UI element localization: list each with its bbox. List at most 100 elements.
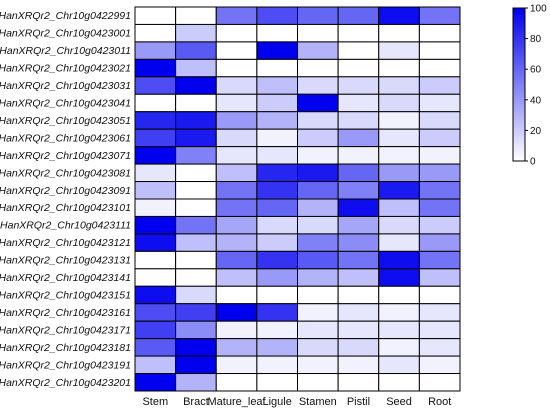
heatmap-cell xyxy=(215,285,258,305)
heatmap-cell xyxy=(256,181,298,200)
heatmap-cell xyxy=(378,163,420,183)
column-label: Stamen xyxy=(299,396,337,408)
heatmap-cell xyxy=(256,338,298,357)
heatmap-cell xyxy=(215,23,258,43)
heatmap-cell xyxy=(337,198,380,217)
column-label: Stem xyxy=(142,396,168,408)
heatmap-cell xyxy=(134,128,177,148)
heatmap-cell xyxy=(378,338,420,357)
heatmap-cell xyxy=(378,41,420,60)
colorbar-tick-label: 20 xyxy=(530,126,542,137)
heatmap-cell xyxy=(378,111,420,130)
heatmap-cell xyxy=(337,146,380,165)
heatmap-cell xyxy=(297,111,339,130)
heatmap-cell xyxy=(337,338,380,357)
heatmap-cell xyxy=(297,93,339,113)
heatmap-cell xyxy=(297,268,339,287)
heatmap-cell xyxy=(134,198,177,217)
heatmap-cell xyxy=(297,198,339,217)
heatmap-cell xyxy=(256,41,298,60)
heatmap-cells xyxy=(134,6,461,392)
heatmap-cell xyxy=(297,320,339,340)
heatmap-cell xyxy=(337,58,380,78)
heatmap-cell xyxy=(297,146,339,165)
heatmap-cell xyxy=(337,303,380,322)
heatmap-cell xyxy=(418,6,461,25)
heatmap-cell xyxy=(297,250,339,270)
heatmap-cell xyxy=(256,6,298,25)
heatmap-cell xyxy=(256,215,298,235)
heatmap-cell xyxy=(134,320,177,340)
row-labels: HanXRQr2_Chr10g0422991 HanXRQr2_Chr10g042… xyxy=(0,10,131,389)
heatmap-cell xyxy=(215,215,258,235)
heatmap-cell xyxy=(134,93,177,113)
heatmap-cell xyxy=(297,338,339,357)
heatmap-cell xyxy=(378,215,420,235)
heatmap-cell xyxy=(215,6,258,25)
heatmap-cell xyxy=(175,303,217,322)
heatmap-cell xyxy=(256,303,298,322)
colorbar-tick-label: 0 xyxy=(530,157,536,168)
colorbar-tick-label: 80 xyxy=(530,34,542,45)
row-label: HanXRQr2_Chr10g0423021 xyxy=(0,63,131,75)
heatmap-cell xyxy=(256,198,298,217)
heatmap-cell xyxy=(378,285,420,305)
heatmap-cell xyxy=(418,41,461,60)
heatmap-cell xyxy=(256,146,298,165)
heatmap-cell xyxy=(418,338,461,357)
heatmap-cell xyxy=(297,76,339,95)
heatmap-cell xyxy=(378,320,420,340)
heatmap-cell xyxy=(337,215,380,235)
heatmap-cell xyxy=(134,146,177,165)
heatmap-cell xyxy=(134,233,177,252)
heatmap-cell xyxy=(134,215,177,235)
heatmap-cell xyxy=(215,58,258,78)
heatmap-cell xyxy=(378,128,420,148)
heatmap-cell xyxy=(418,181,461,200)
row-label: HanXRQr2_Chr10g0423051 xyxy=(0,115,131,127)
heatmap-cell xyxy=(337,250,380,270)
heatmap-cell xyxy=(378,181,420,200)
heatmap-cell xyxy=(378,233,420,252)
heatmap-cell xyxy=(418,93,461,113)
row-label: HanXRQr2_Chr10g0423181 xyxy=(0,342,131,354)
heatmap-cell xyxy=(175,215,217,235)
heatmap-cell xyxy=(175,111,217,130)
heatmap-cell xyxy=(378,373,420,392)
heatmap-cell xyxy=(378,355,420,375)
heatmap-cell xyxy=(378,268,420,287)
heatmap-cell xyxy=(378,58,420,78)
row-label: HanXRQr2_Chr10g0423201 xyxy=(0,377,131,389)
row-label: HanXRQr2_Chr10g0423151 xyxy=(0,290,131,302)
heatmap-cell xyxy=(256,128,298,148)
row-label: HanXRQr2_Chr10g0423061 xyxy=(0,132,131,144)
row-label: HanXRQr2_Chr10g0423111 xyxy=(0,220,131,232)
colorbar-tick-label: 40 xyxy=(530,95,542,106)
column-label: Root xyxy=(428,396,451,408)
column-label: Bract xyxy=(183,396,209,408)
heatmap-cell xyxy=(175,23,217,43)
heatmap-cell xyxy=(337,23,380,43)
heatmap-cell xyxy=(378,23,420,43)
row-label: HanXRQr2_Chr10g0423161 xyxy=(0,307,131,319)
heatmap-cell xyxy=(418,268,461,287)
heatmap-cell xyxy=(134,41,177,60)
heatmap-cell xyxy=(215,41,258,60)
heatmap-cell xyxy=(175,320,217,340)
row-label: HanXRQr2_Chr10g0423131 xyxy=(0,255,131,267)
heatmap-cell xyxy=(337,93,380,113)
heatmap-cell xyxy=(134,373,177,392)
heatmap-cell xyxy=(175,93,217,113)
heatmap-cell xyxy=(337,41,380,60)
heatmap-cell xyxy=(378,146,420,165)
row-label: HanXRQr2_Chr10g0422991 xyxy=(0,10,131,22)
heatmap-cell xyxy=(378,93,420,113)
heatmap-cell xyxy=(175,163,217,183)
heatmap-cell xyxy=(134,355,177,375)
heatmap-cell xyxy=(134,111,177,130)
row-label: HanXRQr2_Chr10g0423191 xyxy=(0,359,131,371)
heatmap-cell xyxy=(337,268,380,287)
heatmap-cell xyxy=(134,163,177,183)
heatmap-cell xyxy=(215,320,258,340)
heatmap-cell xyxy=(297,58,339,78)
